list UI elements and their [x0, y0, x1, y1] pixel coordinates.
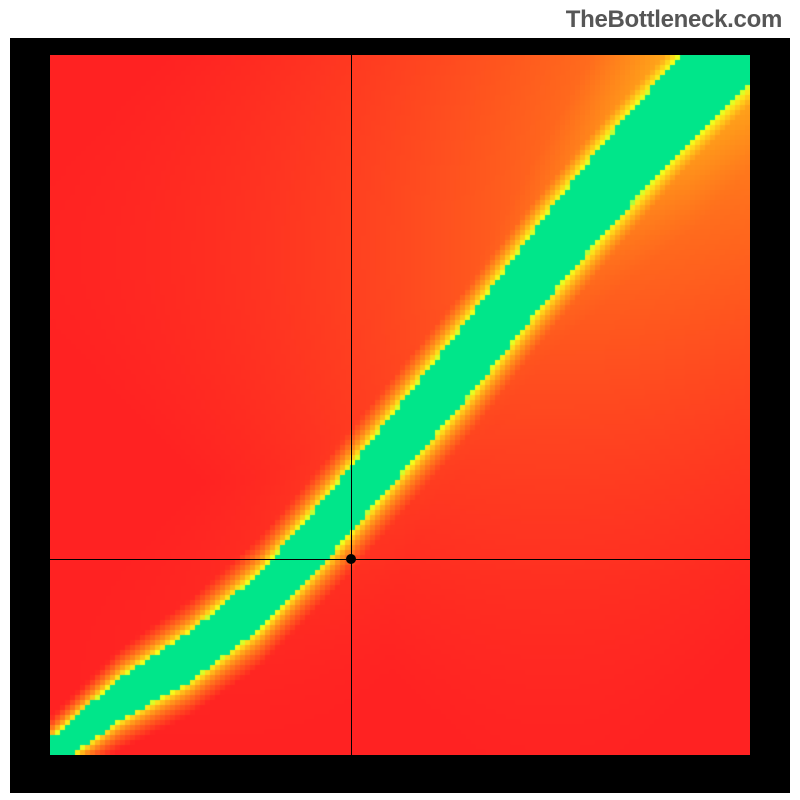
crosshair-horizontal-line — [50, 559, 750, 560]
heatmap-canvas — [50, 55, 750, 755]
root-container: TheBottleneck.com — [0, 0, 800, 800]
crosshair-marker-dot — [346, 554, 356, 564]
watermark-text: TheBottleneck.com — [566, 6, 782, 34]
heatmap-plot — [50, 55, 750, 755]
crosshair-vertical-line — [351, 55, 352, 755]
